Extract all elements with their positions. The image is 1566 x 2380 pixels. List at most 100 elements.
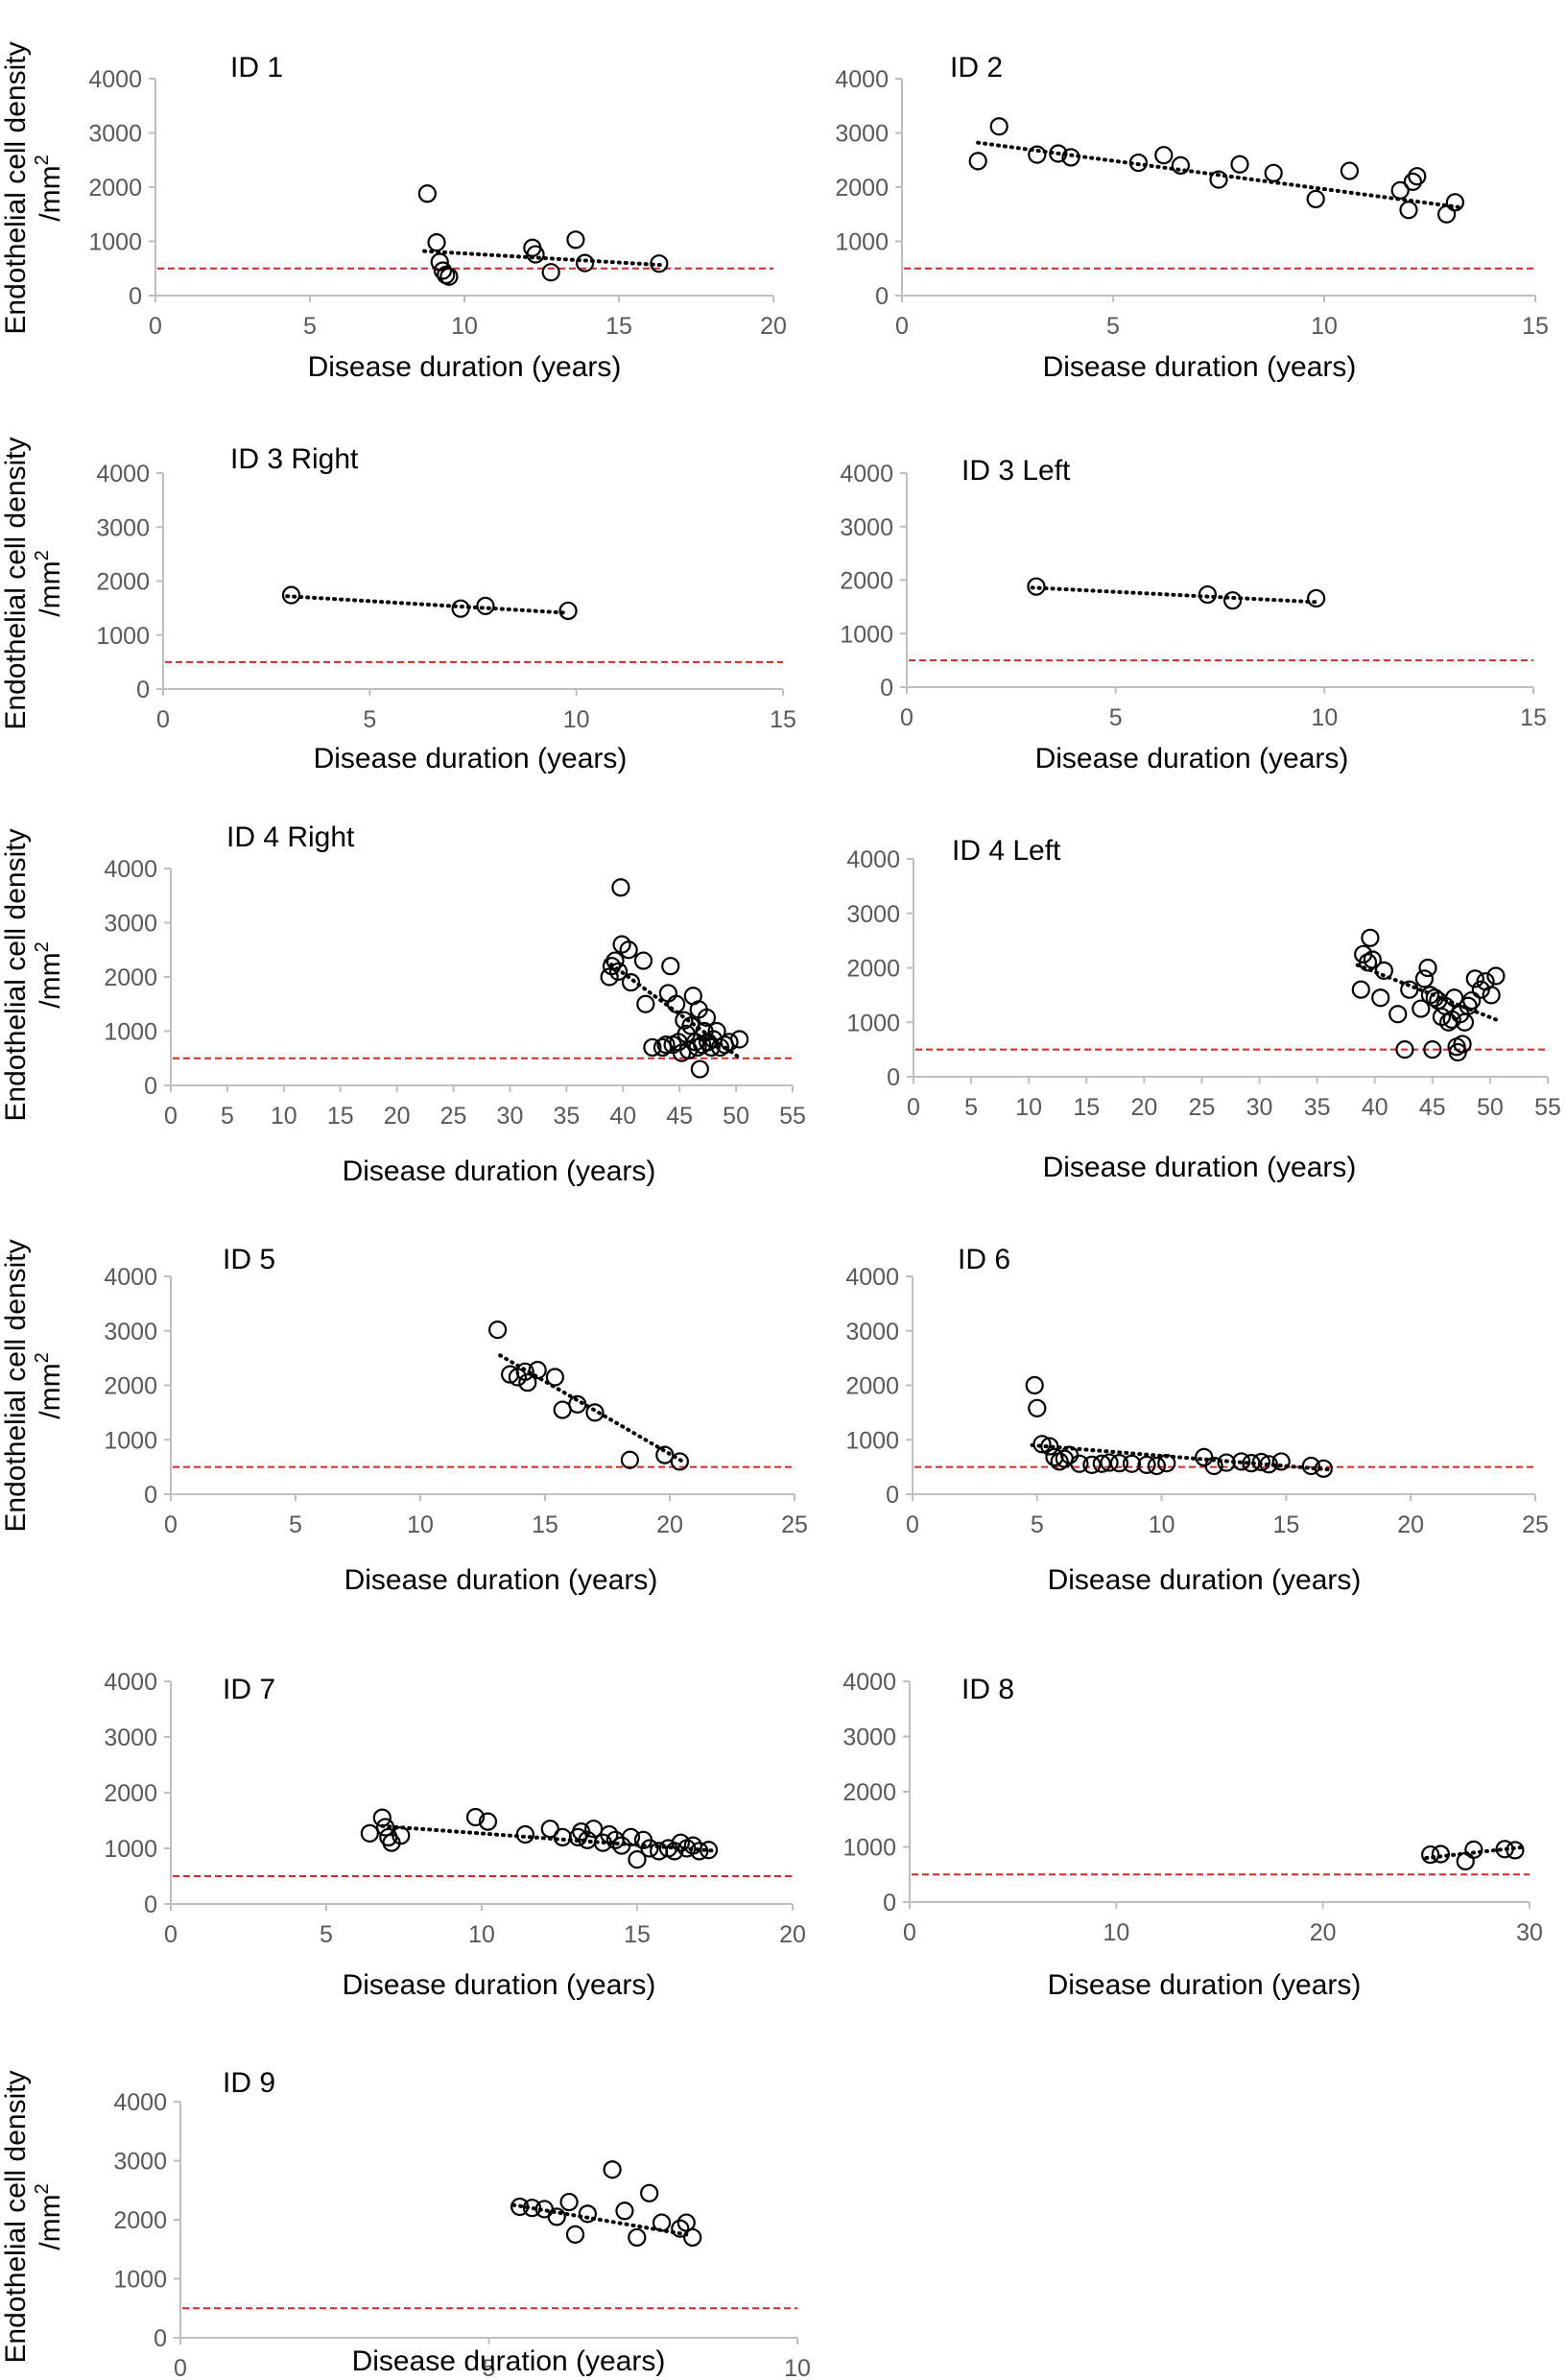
panel-9-x-tick-label: 0: [164, 1921, 178, 1948]
panel-5-data-point: [688, 1037, 707, 1058]
panel-3-y-tick-label: 2000: [96, 569, 150, 596]
panel-8-y-tick-label: 4000: [845, 1264, 899, 1291]
panel-10-x-tick-label: 0: [903, 1919, 916, 1946]
panel-1-y-tick-label: 4000: [88, 66, 142, 93]
panel-3-x-axis-label: Disease duration (years): [314, 743, 628, 774]
panel-9-y-tick-label: 1000: [104, 1836, 157, 1863]
panel-7-x-tick-label: 0: [164, 1511, 178, 1538]
panel-11-data-point: [683, 2227, 702, 2248]
y-axis-label-row-5: Endothelial cell density/mm2: [0, 2070, 66, 2363]
panel-10-y-tick-label: 3000: [842, 1725, 896, 1751]
panel-1-data-point: [566, 230, 585, 250]
panel-1-data-point: [575, 253, 595, 273]
panel-8-x-tick-label: 10: [1149, 1511, 1175, 1538]
panel-9-data-point: [584, 1820, 604, 1839]
panel-4-x-tick-label: 0: [900, 704, 914, 731]
panel-8-x-tick-label: 15: [1272, 1511, 1299, 1538]
panel-6-data-point: [1400, 980, 1419, 999]
panel-10-data-point: [1464, 1840, 1483, 1859]
panel-6-data-point: [1371, 988, 1390, 1008]
panel-5-data-point: [661, 957, 680, 976]
panel-5-y-tick-label: 2000: [104, 964, 157, 991]
panel-11-y-tick-label: 4000: [113, 2089, 167, 2116]
panel-7-data-point: [487, 1321, 508, 1340]
panel-7-data-point: [545, 1368, 565, 1387]
panel-4-data-point: [1222, 591, 1243, 610]
panel-8-data-point: [1157, 1454, 1176, 1473]
panel-6-x-tick-label: 10: [1015, 1094, 1042, 1121]
panel-8-data-point: [1109, 1454, 1129, 1473]
panel-2-x-axis-label: Disease duration (years): [1043, 351, 1357, 383]
panel-10-y-tick-label: 1000: [842, 1835, 896, 1862]
panel-8-data-point: [1259, 1455, 1278, 1474]
panel-1-x-axis-label: Disease duration (years): [308, 351, 622, 383]
panel-8-data-point: [1251, 1452, 1271, 1472]
panel-8-y-tick-label: 3000: [845, 1319, 899, 1345]
panel-5-data-point: [633, 951, 653, 970]
panel-9-x-tick-label: 5: [320, 1921, 333, 1948]
panel-4-y-tick-label: 1000: [840, 621, 893, 648]
panel-2-data-point: [1028, 145, 1047, 164]
panel-1-data-point: [541, 263, 560, 282]
panel-8-data-point: [1301, 1456, 1320, 1476]
panel-10-x-tick-label: 30: [1516, 1919, 1543, 1946]
panel-7-data-point: [568, 1394, 587, 1414]
panel-11-data-point: [671, 2219, 690, 2238]
panel-11-x-tick-label: 10: [784, 2355, 811, 2380]
panel-5-data-point: [690, 1059, 709, 1079]
panel-2-data-point: [1403, 172, 1423, 191]
panel-10-data-point: [1421, 1844, 1440, 1865]
panel-3-data-point: [451, 599, 470, 618]
y-axis-label-row-3: Endothelial cell density/mm2: [0, 828, 66, 1121]
panel-5-x-tick-label: 20: [384, 1103, 411, 1130]
panel-7-data-point: [528, 1361, 547, 1380]
panel-1-trendline: [422, 249, 668, 268]
panel-6-x-tick-label: 0: [907, 1094, 920, 1121]
panel-2-data-point: [1264, 163, 1283, 182]
panel-6-data-point: [1414, 969, 1435, 988]
panel-6-y-tick-label: 3000: [846, 901, 900, 928]
panel-9-y-tick-label: 4000: [104, 1669, 157, 1696]
panel-5-x-tick-label: 50: [723, 1103, 749, 1130]
panel-6-data-point: [1418, 958, 1437, 978]
panel-4-y-tick-label: 2000: [840, 568, 893, 595]
panel-8-x-tick-label: 0: [906, 1511, 919, 1538]
panel-11-data-point: [652, 2213, 672, 2232]
panel-6-data-point: [1412, 999, 1431, 1018]
panel-10-y-tick-label: 2000: [842, 1779, 896, 1806]
panel-5-y-tick-label: 4000: [104, 856, 157, 883]
panel-3-data-point: [281, 585, 301, 605]
panel-6-data-point: [1486, 966, 1506, 986]
panel-2-data-point: [1408, 167, 1427, 186]
panel-9-data-point: [553, 1827, 572, 1847]
y-axis-label-line1: Endothelial cell density: [0, 828, 32, 1121]
panel-7-y-tick-label: 4000: [104, 1264, 157, 1291]
panel-2-y-tick-label: 4000: [835, 66, 889, 93]
panel-2-data-point: [1154, 146, 1174, 165]
panel-6-x-tick-label: 35: [1304, 1094, 1331, 1121]
panel-1-data-point: [439, 267, 459, 286]
panel-6-data-point: [1351, 980, 1370, 999]
panel-7-x-tick-label: 25: [781, 1511, 808, 1538]
panel-6-y-tick-label: 0: [887, 1064, 900, 1091]
panel-3-y-tick-label: 3000: [96, 514, 150, 541]
panel-5-data-point: [643, 1037, 662, 1058]
y-axis-label-row-1: Endothelial cell density/mm2: [0, 41, 66, 334]
panel-11-data-point: [603, 2160, 622, 2179]
panel-6-y-tick-label: 1000: [846, 1010, 900, 1036]
panel-5-x-tick-label: 0: [164, 1103, 178, 1130]
y-axis-label-line2: /mm2: [32, 155, 66, 221]
panel-8-data-point: [1040, 1437, 1059, 1456]
panel-9-data-point: [621, 1827, 641, 1847]
panel-4-x-tick-label: 15: [1520, 704, 1547, 731]
panel-8-data-point: [1122, 1454, 1142, 1473]
panel-5-x-tick-label: 30: [497, 1103, 524, 1130]
panel-8-data-point: [1092, 1454, 1111, 1473]
panel-7-data-point: [620, 1450, 640, 1469]
panel-3-data-point: [476, 596, 495, 615]
panel-9-data-point: [392, 1826, 411, 1845]
panel-11-title: ID 9: [223, 2067, 275, 2099]
panel-5-data-point: [667, 994, 686, 1013]
panel-6-data-point: [1455, 1012, 1475, 1032]
panel-6-x-tick-label: 50: [1477, 1094, 1504, 1121]
